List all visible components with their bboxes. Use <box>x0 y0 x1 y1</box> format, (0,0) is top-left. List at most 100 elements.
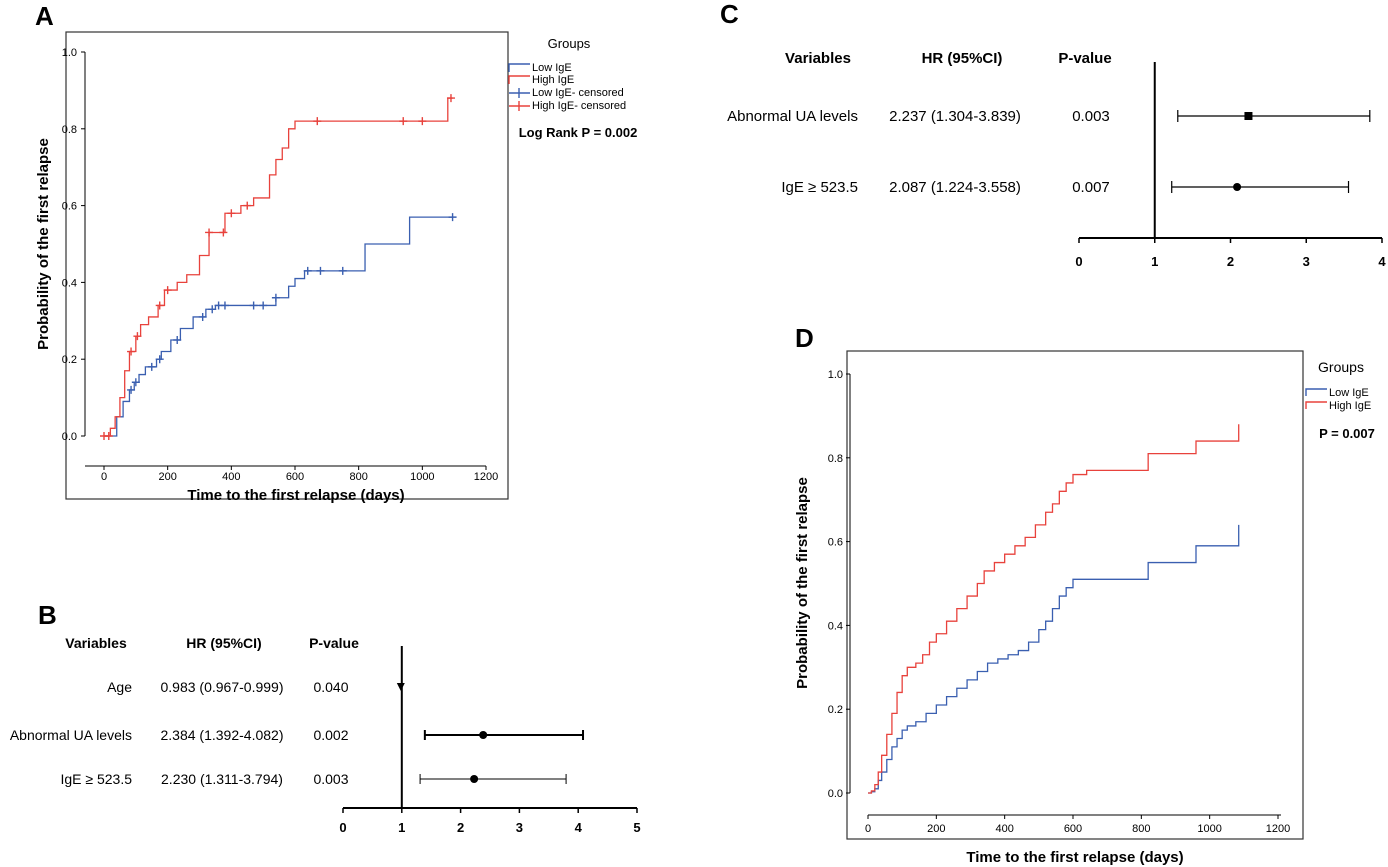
panel-a-y-tick-label: 0.6 <box>62 201 77 213</box>
panel-d-legend-low-label: Low IgE <box>1329 387 1369 399</box>
panel-a-x-tick-label: 400 <box>222 471 240 483</box>
panel-c-hr-point <box>1233 183 1242 191</box>
panel-d-y-tick-label: 0.8 <box>828 453 843 465</box>
panel-a-high-ige-censor-mark <box>155 301 164 310</box>
panel-a-low-ige-censor-mark <box>249 301 258 310</box>
panel-a-label: A <box>35 1 54 31</box>
panel-a-low-ige-censor-mark <box>155 355 164 364</box>
panel-a-low-ige-censor-mark <box>131 378 140 387</box>
panel-a-frame <box>65 31 509 500</box>
panel-b-x-tick-label: 2 <box>457 820 464 835</box>
panel-d-frame <box>846 350 1304 840</box>
panel-d-legend-high-label: High IgE <box>1329 400 1371 412</box>
panel-d-p-annotation: P = 0.007 <box>1319 426 1375 441</box>
panel-d-legend-title: Groups <box>1318 359 1364 375</box>
panel-a-high-ige-censor-mark <box>104 432 113 440</box>
panel-c-header-p: P-value <box>1058 50 1111 67</box>
panel-d-x-ticks: 0 200 400 600 800 1000 1200 <box>865 815 1290 835</box>
panel-a-legend-title: Groups <box>548 36 591 51</box>
panel-a-high-ige-censor-mark <box>227 209 236 218</box>
panel-d-x-tick-label: 1200 <box>1266 823 1290 835</box>
panel-a-y-axis-title: Probability of the first relapse <box>35 138 52 350</box>
panel-a-x-axis-title: Time to the first relapse (days) <box>187 487 404 504</box>
panel-c-row-p-value: 0.007 <box>1072 179 1110 196</box>
panel-d-x-tick-label: 200 <box>927 823 945 835</box>
panel-c-row-hr: 2.087 (1.224-3.558) <box>889 179 1021 196</box>
panel-a-log-rank-annotation: Log Rank P = 0.002 <box>519 125 638 140</box>
panel-d-series <box>868 424 1240 794</box>
panel-b: B Variables HR (95%CI) P-value Age 0.983 … <box>10 600 641 835</box>
panel-a-y-tick-label: 0.2 <box>62 354 77 366</box>
panel-d-legend-high-swatch <box>1305 401 1327 409</box>
panel-a-x-tick-label: 1200 <box>474 471 498 483</box>
panel-a-legend-high-censored-label: High IgE- censored <box>532 100 626 112</box>
panel-a-high-ige-censor-mark <box>133 332 142 341</box>
panel-b-header-hr: HR (95%CI) <box>186 635 261 651</box>
panel-b-x-tick-label: 5 <box>633 820 640 835</box>
panel-d-x-tick-label: 400 <box>995 823 1013 835</box>
panel-a-x-ticks: 0 200 400 600 800 1000 1200 <box>101 466 498 483</box>
panel-d-y-ticks: 0.0 0.2 0.4 0.6 0.8 1.0 <box>828 369 850 800</box>
panel-a-y-ticks: 0.0 0.2 0.4 0.6 0.8 1.0 <box>62 47 85 443</box>
panel-a-y-tick-label: 1.0 <box>62 47 77 59</box>
panel-a-legend-high-swatch <box>508 75 530 84</box>
panel-d-x-tick-label: 1000 <box>1197 823 1221 835</box>
panel-a-high-ige-censor-mark <box>399 117 408 126</box>
panel-d-y-tick-label: 0.6 <box>828 537 843 549</box>
panel-d-x-tick-label: 600 <box>1064 823 1082 835</box>
panel-a-low-ige-censor-mark <box>127 385 136 394</box>
panel-c-x-tick-label: 2 <box>1227 254 1234 269</box>
panel-b-header-p: P-value <box>309 635 359 651</box>
panel-a-low-ige-censor-mark <box>338 266 347 275</box>
panel-b-hr-point <box>479 731 488 739</box>
panel-a-x-tick-label: 600 <box>286 471 304 483</box>
panel-d-legend-low-swatch <box>1305 388 1327 396</box>
panel-a-low-ige-censor-mark <box>259 301 268 310</box>
panel-c-row-p-value: 0.003 <box>1072 108 1110 125</box>
panel-c-row-variable: IgE ≥ 523.5 <box>781 179 858 196</box>
panel-a-low-ige-censor-mark <box>316 266 325 275</box>
panel-b-row-hr: 0.983 (0.967-0.999) <box>161 679 284 695</box>
panel-a-low-ige-censor-mark <box>173 336 182 344</box>
panel-d-y-tick-label: 0.4 <box>828 620 843 632</box>
panel-a-low-ige-censor-mark <box>147 362 156 371</box>
panel-a-legend-low-censored-swatch <box>509 88 530 98</box>
panel-d: D 0.0 0.2 0.4 0.6 0.8 1.0 0 200 400 600 800 1000 12… <box>794 323 1375 866</box>
panel-b-rows: Age 0.983 (0.967-0.999) 0.040 Abnormal UA l… <box>10 679 349 787</box>
panel-a-x-tick-label: 200 <box>158 471 176 483</box>
panel-a-legend-low-label: Low IgE <box>532 62 572 74</box>
panel-c: C Variables HR (95%CI) P-value Abnormal … <box>720 0 1386 269</box>
panel-a-high-ige-step-line <box>104 97 453 437</box>
panel-b-row-p-value: 0.040 <box>313 679 348 695</box>
panel-a-legend-high-label: High IgE <box>532 74 574 86</box>
panel-c-forest-plot: 0 1 2 3 4 <box>1075 62 1386 269</box>
panel-d-x-tick-label: 800 <box>1132 823 1150 835</box>
panel-a-y-tick-label: 0.0 <box>62 431 77 443</box>
panel-c-x-tick-label: 1 <box>1151 254 1158 269</box>
panel-a-legend: Groups Low IgE High IgE Low IgE- censore… <box>508 36 626 112</box>
panel-b-x-tick-label: 0 <box>339 820 346 835</box>
panel-a-high-ige-censor-mark <box>127 347 136 356</box>
panel-c-header-variables: Variables <box>785 50 851 67</box>
panel-a-legend-high-censored-swatch <box>509 101 530 111</box>
panel-b-row-variable: Abnormal UA levels <box>10 727 132 743</box>
panel-a-high-ige-censor-mark <box>243 201 252 210</box>
panel-a-x-tick-label: 0 <box>101 471 107 483</box>
panel-a-high-ige-censor-mark <box>219 228 228 237</box>
panel-b-x-tick-label: 4 <box>575 820 583 835</box>
panel-d-x-axis-title: Time to the first relapse (days) <box>966 849 1183 866</box>
panel-d-y-axis-title: Probability of the first relapse <box>794 477 811 689</box>
panel-d-y-tick-label: 0.0 <box>828 788 843 800</box>
panel-d-low-ige-step-line <box>868 524 1240 794</box>
panel-c-header-hr: HR (95%CI) <box>922 50 1003 67</box>
panel-d-label: D <box>795 323 814 353</box>
panel-c-hr-point <box>1244 112 1253 120</box>
panel-a-low-ige-censor-mark <box>271 293 280 302</box>
panel-a-legend-low-swatch <box>508 63 530 72</box>
panel-a-low-ige-censor-mark <box>303 266 312 275</box>
panel-b-row-hr: 2.384 (1.392-4.082) <box>161 727 284 743</box>
panel-b-row-p-value: 0.002 <box>313 727 348 743</box>
panel-b-label: B <box>38 600 57 630</box>
panel-b-x-tick-label: 3 <box>516 820 523 835</box>
